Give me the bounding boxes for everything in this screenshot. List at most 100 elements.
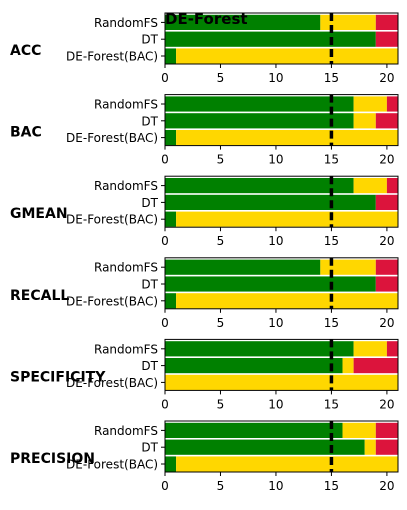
bar-red-segment [375,194,398,210]
category-tick-label: RandomFS [94,261,158,275]
x-tick-label: 20 [379,153,394,167]
x-tick-label: 0 [161,71,169,85]
x-tick-label: 5 [217,479,225,493]
axes-frame [164,175,399,228]
x-tick-label: 5 [217,153,225,167]
category-tick-label: DT [141,359,158,373]
category-tick-label: DE-Forest(BAC) [66,50,158,64]
x-tick-label: 10 [268,153,283,167]
bar-yellow-segment [353,96,387,112]
chart-title: DE-Forest [165,10,248,28]
panel-acc: RandomFS DT DE-Forest(BAC)0 5 10 15 20 ACC [10,12,399,85]
bar-yellow-segment [320,14,376,30]
metric-label: GMEAN [10,206,68,222]
metric-label: RECALL [10,288,69,304]
x-tick-label: 10 [268,234,283,248]
axes-frame [164,12,399,65]
axes-frame [164,257,399,310]
metric-label: BAC [10,125,42,141]
metric-label: ACC [10,43,41,59]
panel-precision: RandomFS DT DE-Forest(BAC)0 5 10 15 20 PRECISIO… [10,420,399,493]
bar-green-segment [165,259,321,275]
x-tick-label: 5 [217,397,225,411]
x-tick-label: 0 [161,153,169,167]
category-tick-label: DT [141,114,158,128]
bar-red-segment [386,96,398,112]
bar-yellow-segment [176,130,398,146]
bar-red-segment [386,178,398,194]
category-tick-label: DE-Forest(BAC) [66,294,158,308]
bar-red-segment [375,14,398,30]
metric-label: PRECISION [10,451,95,467]
x-tick-label: 0 [161,397,169,411]
x-tick-label: 15 [324,316,339,330]
category-tick-label: DE-Forest(BAC) [66,458,158,472]
bar-red-segment [375,439,398,455]
bar-green-segment [165,14,321,30]
bar-red-segment [375,276,398,292]
category-tick-label: RandomFS [94,342,158,356]
bar-green-segment [165,456,177,472]
bar-yellow-segment [353,113,376,129]
bar-green-segment [165,341,354,357]
x-tick-label: 15 [324,234,339,248]
x-tick-label: 20 [379,71,394,85]
bar-red-segment [353,358,398,374]
panel-recall: RandomFS DT DE-Forest(BAC)0 5 10 15 20 RECALL [10,257,399,330]
category-tick-label: DE-Forest(BAC) [66,376,158,390]
x-tick-label: 15 [324,71,339,85]
x-tick-label: 20 [379,234,394,248]
bar-yellow-segment [320,259,376,275]
panel-specificity: RandomFS DT DE-Forest(BAC)0 5 10 15 20 SPECIFIC… [10,338,399,411]
bar-green-segment [165,358,343,374]
bar-green-segment [165,48,177,64]
bar-red-segment [386,341,398,357]
category-tick-label: RandomFS [94,424,158,438]
bar-green-segment [165,276,376,292]
axes-frame [164,94,399,147]
bar-yellow-segment [342,422,376,438]
bar-red-segment [375,31,398,47]
x-tick-label: 0 [161,316,169,330]
bar-yellow-segment [165,374,398,390]
category-tick-label: DT [141,441,158,455]
bar-green-segment [165,293,177,309]
bar-green-segment [165,422,343,438]
category-tick-label: RandomFS [94,16,158,30]
category-tick-label: DT [141,33,158,47]
category-tick-label: DE-Forest(BAC) [66,213,158,227]
bar-green-segment [165,31,376,47]
x-tick-label: 20 [379,316,394,330]
x-tick-label: 0 [161,479,169,493]
category-tick-label: DT [141,278,158,292]
axes-frame [164,420,399,473]
x-tick-label: 10 [268,71,283,85]
x-tick-label: 10 [268,316,283,330]
bar-yellow-segment [364,439,376,455]
category-tick-label: DT [141,196,158,210]
x-tick-label: 5 [217,316,225,330]
x-tick-label: 20 [379,397,394,411]
bar-green-segment [165,194,376,210]
bar-green-segment [165,113,354,129]
metric-label: SPECIFICITY [10,369,106,385]
category-tick-label: RandomFS [94,98,158,112]
axes-frame [164,338,399,391]
bar-yellow-segment [353,341,387,357]
bar-green-segment [165,211,177,227]
x-tick-label: 0 [161,234,169,248]
bar-yellow-segment [342,358,354,374]
bar-red-segment [375,113,398,129]
bar-yellow-segment [176,48,398,64]
panel-gmean: RandomFS DT DE-Forest(BAC)0 5 10 15 20 GMEAN [10,175,399,248]
x-tick-label: 15 [324,153,339,167]
bar-yellow-segment [176,211,398,227]
bar-green-segment [165,130,177,146]
bar-yellow-segment [353,178,387,194]
x-tick-label: 5 [217,234,225,248]
x-tick-label: 15 [324,479,339,493]
x-tick-label: 20 [379,479,394,493]
bar-green-segment [165,439,365,455]
bar-yellow-segment [176,456,398,472]
